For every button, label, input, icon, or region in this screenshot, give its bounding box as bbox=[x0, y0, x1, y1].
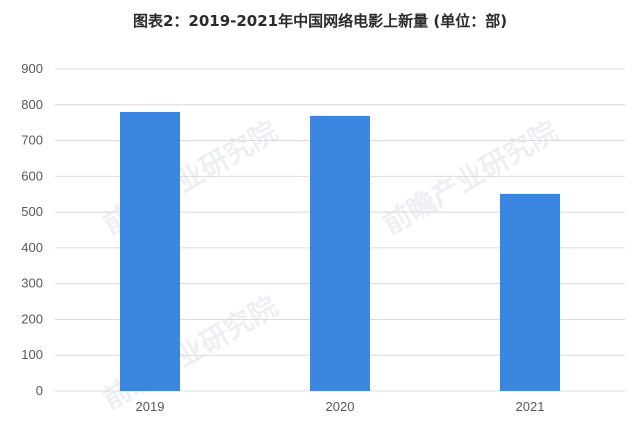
y-tick-label: 0 bbox=[36, 383, 43, 398]
bar-2019 bbox=[120, 111, 180, 391]
x-axis: 2019 2020 2021 bbox=[136, 399, 545, 414]
y-axis: 0 100 200 300 400 500 600 700 800 900 bbox=[21, 61, 43, 398]
y-tick-label: 700 bbox=[21, 133, 43, 148]
y-tick-label: 600 bbox=[21, 168, 43, 183]
y-tick-label: 800 bbox=[21, 97, 43, 112]
x-tick-label: 2019 bbox=[136, 399, 165, 414]
y-tick-label: 900 bbox=[21, 61, 43, 76]
y-tick-label: 400 bbox=[21, 240, 43, 255]
x-tick-label: 2021 bbox=[516, 399, 545, 414]
bar-2020 bbox=[310, 115, 370, 391]
bars bbox=[120, 111, 560, 391]
y-tick-label: 200 bbox=[21, 311, 43, 326]
y-tick-label: 300 bbox=[21, 276, 43, 291]
x-tick-label: 2020 bbox=[326, 399, 355, 414]
chart-title: 图表2：2019-2021年中国网络电影上新量 (单位：部) bbox=[132, 12, 508, 30]
y-tick-label: 500 bbox=[21, 204, 43, 219]
bar-2021 bbox=[500, 193, 560, 391]
y-tick-label: 100 bbox=[21, 347, 43, 362]
